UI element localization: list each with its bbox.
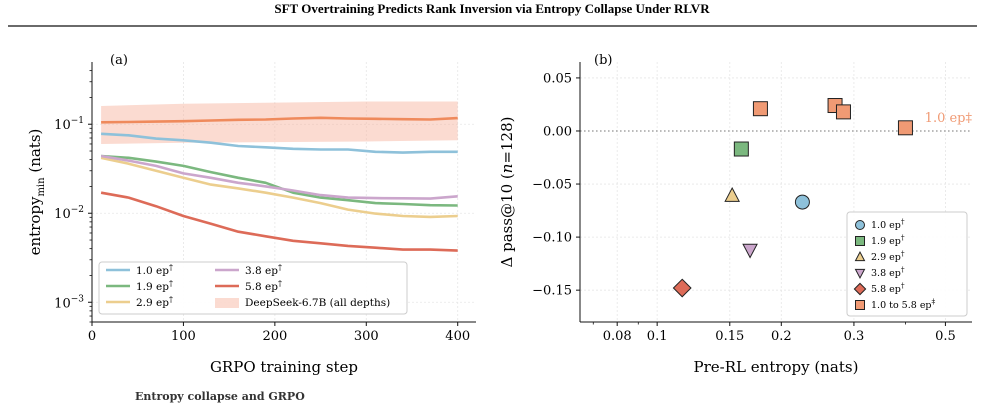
deepseek-band — [101, 101, 458, 144]
legend-label: 1.0 to 5.8 ep‡ — [871, 297, 936, 311]
legend-swatch — [215, 298, 239, 308]
series-line — [100, 191, 458, 252]
legend-marker — [854, 250, 866, 262]
series-line — [101, 116, 458, 124]
x-tick-label: 0 — [88, 329, 96, 344]
legend-label: DeepSeek-6.7B (all depths) — [245, 297, 390, 309]
legend-marker — [853, 282, 867, 296]
x-tick-label: 0.08 — [603, 329, 632, 344]
panel-label-a: (a) — [110, 53, 128, 68]
panel-b: 1.0 ep‡ 0.08 0.1 0.15 0.2 0.3 0.5 0.05 0.00 −0.05… — [498, 53, 972, 376]
legend-b: 1.0 ep† 1.9 ep† 2.9 ep† 3.8 ep† 5.8 ep† 1.0 t… — [846, 211, 968, 317]
legend-label: 2.9 ep† — [136, 295, 173, 309]
legend-box — [846, 211, 968, 317]
legend-marker — [855, 220, 865, 230]
legend-marker — [854, 268, 866, 280]
x-tick-label: 400 — [445, 329, 470, 344]
y-tick-label: 10−3 — [54, 294, 84, 311]
y-tick-label: −0.10 — [532, 231, 572, 246]
series-line — [100, 156, 458, 219]
scatter-point — [672, 278, 692, 298]
x-tick-label: 0.2 — [771, 329, 792, 344]
scatter-point — [733, 141, 749, 157]
panel-label-b: (b) — [594, 53, 612, 68]
scatter-point — [835, 104, 851, 120]
x-tick-label: 0.3 — [844, 329, 865, 344]
x-axis-label: Pre-RL entropy (nats) — [694, 358, 859, 376]
scatter-point — [752, 101, 768, 117]
y-tick-label: −0.05 — [532, 178, 572, 193]
x-tick-label: 100 — [171, 329, 196, 344]
x-tick-label: 200 — [262, 329, 287, 344]
scatter-point — [794, 194, 810, 210]
y-tick-label: −0.15 — [532, 284, 572, 299]
y-tick-label: 0.00 — [543, 124, 572, 139]
legend-label: 5.8 ep† — [245, 279, 282, 293]
y-tick-label: 10−1 — [54, 116, 84, 133]
legend-label: 2.9 ep† — [871, 249, 905, 263]
x-axis-label: GRPO training step — [210, 358, 358, 376]
x-tick-label: 300 — [354, 329, 379, 344]
legend-label: 1.0 ep† — [136, 263, 173, 277]
x-tick-label: 0.5 — [935, 329, 956, 344]
series-line — [101, 132, 458, 154]
scatter-point — [742, 243, 758, 259]
x-tick-label: 0.1 — [647, 329, 668, 344]
legend-label: 5.8 ep† — [871, 281, 905, 295]
legend-label: 3.8 ep† — [245, 263, 282, 277]
x-tick-label: 0.15 — [715, 329, 744, 344]
scatter-point — [897, 120, 913, 136]
series-line — [100, 154, 458, 200]
reference-line-label: 1.0 ep‡ — [925, 111, 973, 126]
caption-fragment: Entropy collapse and GRPO — [135, 390, 305, 403]
y-tick-label: 0.05 — [543, 71, 572, 86]
legend-box — [98, 261, 408, 315]
legend-label: 1.9 ep† — [871, 233, 905, 247]
y-axis-label: entropymin (nats) — [26, 129, 47, 256]
figure-title: SFT Overtraining Predicts Rank Inversion… — [274, 1, 710, 16]
legend-label: 1.9 ep† — [136, 279, 173, 293]
legend-label: 3.8 ep† — [871, 265, 905, 279]
legend-marker — [855, 300, 865, 310]
scatter-point — [724, 186, 740, 202]
legend-label: 1.0 ep† — [871, 217, 905, 231]
legend-a: 1.0 ep† 1.9 ep† 2.9 ep† 3.8 ep† 5.8 ep† DeepS… — [98, 261, 408, 315]
legend-marker — [855, 236, 865, 246]
panel-a: 0 100 200 300 400 10−3 10−2 10−1 (a) GRPO trainin… — [26, 53, 476, 376]
y-tick-label: 10−2 — [54, 205, 84, 222]
y-axis-label: Δ pass@10 (n=128) — [498, 117, 516, 268]
